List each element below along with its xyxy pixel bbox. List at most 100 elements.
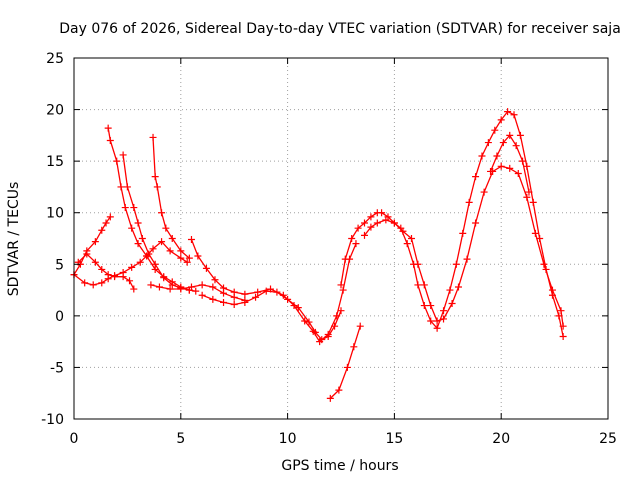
data-point	[123, 183, 131, 191]
data-point	[83, 250, 91, 258]
data-point	[153, 183, 161, 191]
data-point	[350, 343, 358, 351]
data-point	[497, 162, 505, 170]
data-point	[158, 209, 166, 217]
y-tick-label: 5	[55, 257, 64, 273]
series-arc-j	[326, 322, 364, 402]
series-arc-d	[104, 124, 193, 294]
data-point	[121, 204, 129, 212]
data-point	[414, 281, 422, 289]
series-arc-m	[487, 131, 533, 196]
series-line	[150, 284, 246, 302]
data-point	[348, 235, 356, 242]
data-point	[311, 328, 319, 336]
data-point	[514, 170, 522, 178]
series-line	[152, 136, 190, 259]
data-point	[506, 164, 514, 172]
data-point	[343, 363, 351, 371]
series-arc-h	[187, 236, 360, 346]
data-point	[126, 277, 134, 285]
data-point	[177, 247, 185, 255]
data-point	[202, 264, 210, 272]
data-point	[465, 198, 473, 206]
series-arc-a	[70, 213, 114, 279]
data-point	[378, 209, 386, 217]
data-point	[187, 283, 195, 291]
data-point	[130, 204, 138, 212]
data-point	[354, 224, 362, 232]
data-point	[390, 219, 398, 227]
data-point	[98, 226, 106, 234]
data-point	[440, 315, 448, 323]
data-point	[211, 276, 219, 284]
data-point	[516, 131, 524, 139]
series-line	[329, 325, 361, 400]
data-point	[487, 167, 495, 175]
data-point	[305, 318, 313, 326]
data-point	[138, 235, 146, 242]
data-point	[241, 298, 249, 306]
data-series	[70, 108, 567, 402]
data-point	[149, 245, 157, 253]
data-point	[81, 279, 89, 287]
y-tick-label: 10	[46, 206, 64, 222]
series-line	[201, 290, 342, 341]
data-point	[433, 317, 441, 325]
series-line	[107, 127, 190, 291]
data-point	[341, 255, 349, 263]
data-point	[284, 295, 292, 303]
data-point	[478, 152, 486, 160]
data-point	[134, 240, 142, 248]
series-line	[73, 216, 111, 276]
x-tick-label: 0	[70, 431, 79, 447]
data-point	[557, 307, 565, 315]
data-point	[134, 219, 142, 227]
data-point	[427, 317, 435, 325]
data-point	[98, 279, 106, 287]
data-point	[254, 288, 262, 296]
data-point	[192, 287, 200, 295]
data-point	[151, 173, 159, 181]
data-point	[420, 281, 428, 289]
data-point	[183, 258, 191, 266]
data-point	[198, 281, 206, 289]
data-point	[119, 151, 127, 159]
x-tick-label: 15	[385, 431, 403, 447]
data-point	[89, 281, 97, 289]
data-point	[548, 286, 556, 294]
data-point	[506, 131, 514, 139]
data-point	[559, 322, 567, 330]
data-point	[459, 229, 467, 237]
data-point	[540, 260, 548, 268]
data-point	[187, 236, 195, 244]
data-point	[499, 139, 507, 147]
data-point	[335, 386, 343, 394]
series-line	[122, 154, 197, 292]
data-point	[111, 273, 119, 281]
data-point	[104, 271, 112, 279]
data-point	[162, 224, 170, 232]
data-point	[433, 324, 441, 332]
data-point	[230, 301, 238, 309]
data-point	[512, 142, 520, 150]
data-point	[337, 307, 345, 315]
data-point	[209, 283, 217, 291]
data-point	[448, 299, 456, 307]
data-point	[480, 188, 488, 196]
data-point	[472, 219, 480, 227]
data-point	[194, 252, 202, 260]
data-point	[252, 293, 260, 301]
data-point	[262, 287, 270, 295]
data-point	[155, 283, 163, 291]
data-point	[472, 173, 480, 181]
data-point	[484, 139, 492, 147]
data-point	[519, 157, 527, 165]
data-point	[128, 263, 136, 271]
data-point	[414, 260, 422, 268]
data-point	[399, 227, 407, 235]
y-axis-label: SDTVAR / TECUs	[6, 182, 22, 297]
data-point	[166, 247, 174, 255]
data-point	[177, 285, 185, 293]
data-point	[360, 231, 368, 239]
